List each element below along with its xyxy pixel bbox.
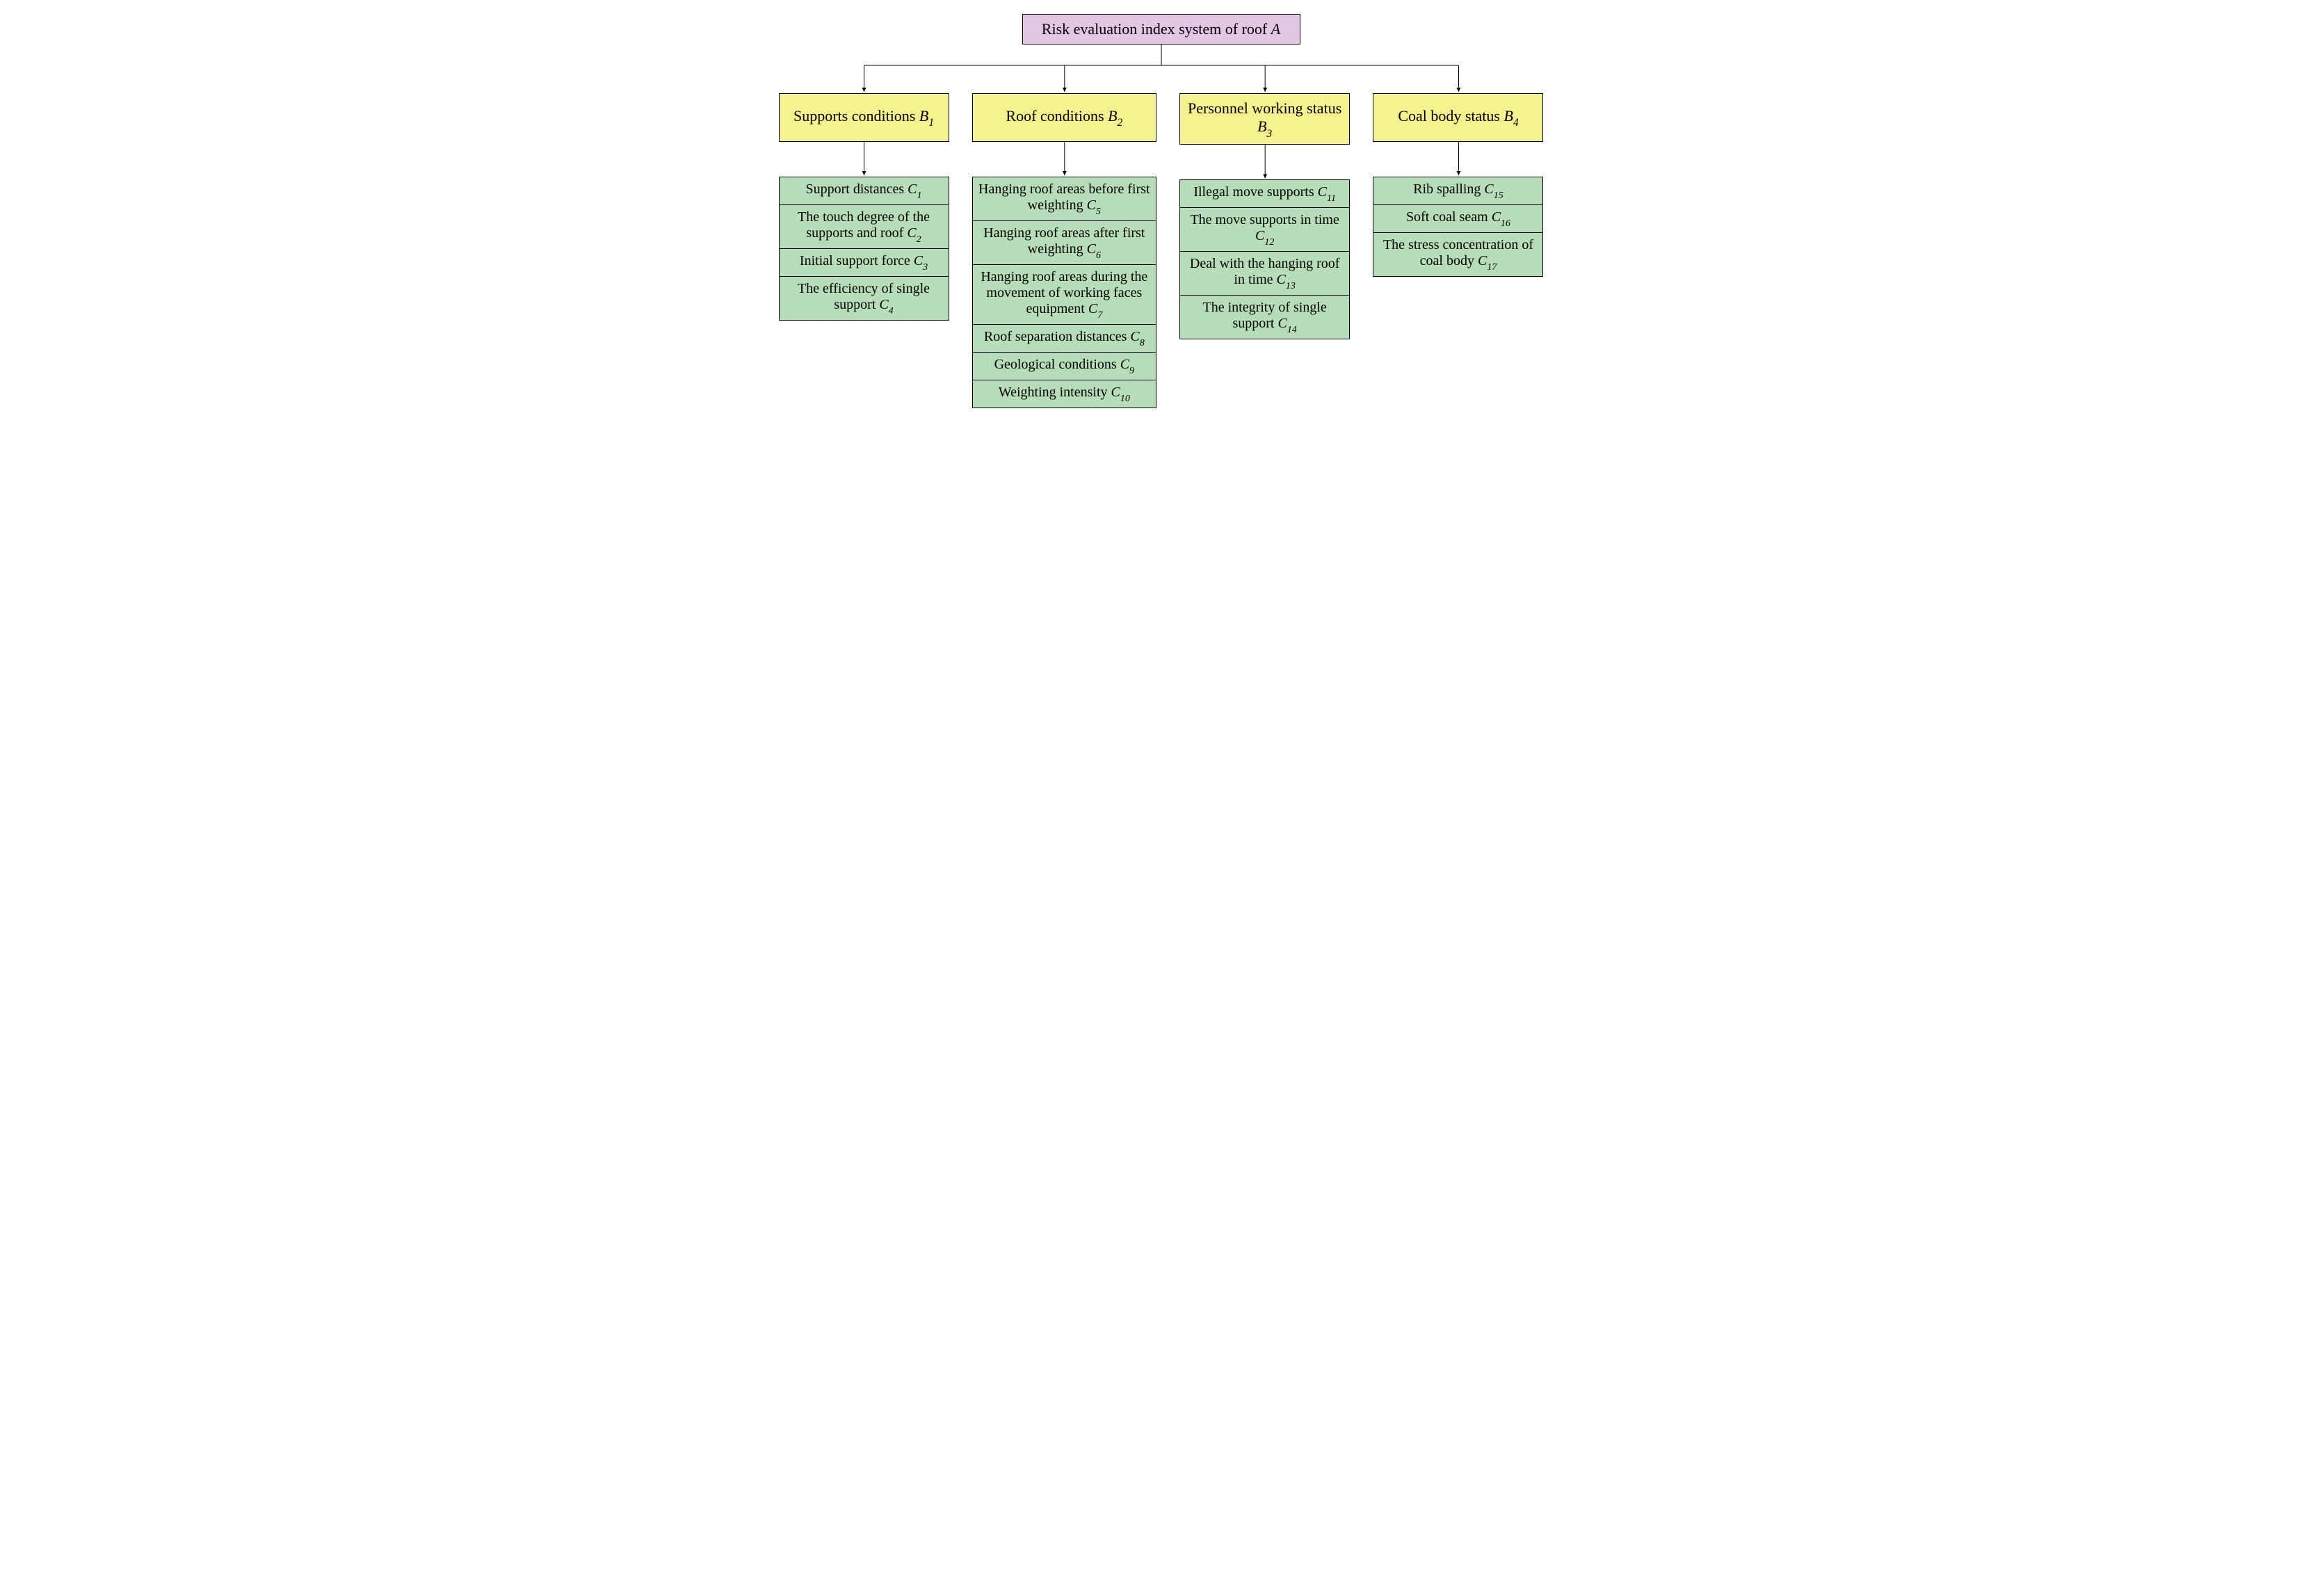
leaf-node-c13: Deal with the hanging roof in time C13 bbox=[1179, 252, 1350, 296]
mid-node-b3: Personnel working status B3 bbox=[1179, 93, 1350, 145]
leaf-node-c1: Support distances C1 bbox=[779, 177, 949, 205]
leaf-node-c16: Soft coal seam C16 bbox=[1373, 205, 1543, 233]
root-text: Risk evaluation index system of roof bbox=[1042, 20, 1267, 38]
leaf-node-c9: Geological conditions C9 bbox=[972, 353, 1156, 380]
column-4: Coal body status B4 Rib spalling C15Soft … bbox=[1373, 93, 1543, 408]
root-var: A bbox=[1271, 20, 1280, 38]
root-node: Risk evaluation index system of roof A bbox=[1022, 14, 1300, 45]
leaf-node-c14: The integrity of single support C14 bbox=[1179, 296, 1350, 339]
leaf-node-c17: The stress concentration of coal body C1… bbox=[1373, 233, 1543, 277]
leaf-node-c6: Hanging roof areas after first weighting… bbox=[972, 221, 1156, 265]
column-2: Roof conditions B2 Hanging roof areas bef… bbox=[972, 93, 1156, 408]
mid-level-row: Supports conditions B1 Support distances … bbox=[779, 93, 1544, 408]
hierarchy-diagram: Risk evaluation index system of roof A S… bbox=[779, 14, 1544, 408]
leaf-group-3: Illegal move supports C11The move suppor… bbox=[1179, 179, 1350, 339]
mid-node-b2: Roof conditions B2 bbox=[972, 93, 1156, 142]
leaf-group-1: Support distances C1The touch degree of … bbox=[779, 177, 949, 321]
mid-node-b4: Coal body status B4 bbox=[1373, 93, 1543, 142]
column-3: Personnel working status B3 Illegal move … bbox=[1179, 93, 1350, 408]
mid-node-b1: Supports conditions B1 bbox=[779, 93, 949, 142]
leaf-node-c2: The touch degree of the supports and roo… bbox=[779, 205, 949, 249]
column-1: Supports conditions B1 Support distances … bbox=[779, 93, 949, 408]
leaf-group-4: Rib spalling C15Soft coal seam C16The st… bbox=[1373, 177, 1543, 277]
leaf-node-c3: Initial support force C3 bbox=[779, 249, 949, 277]
leaf-node-c10: Weighting intensity C10 bbox=[972, 380, 1156, 408]
leaf-group-2: Hanging roof areas before first weightin… bbox=[972, 177, 1156, 408]
leaf-node-c11: Illegal move supports C11 bbox=[1179, 179, 1350, 208]
leaf-node-c7: Hanging roof areas during the movement o… bbox=[972, 265, 1156, 325]
leaf-node-c4: The efficiency of single support C4 bbox=[779, 277, 949, 321]
leaf-node-c8: Roof separation distances C8 bbox=[972, 325, 1156, 353]
leaf-node-c12: The move supports in time C12 bbox=[1179, 208, 1350, 252]
leaf-node-c15: Rib spalling C15 bbox=[1373, 177, 1543, 205]
leaf-node-c5: Hanging roof areas before first weightin… bbox=[972, 177, 1156, 221]
